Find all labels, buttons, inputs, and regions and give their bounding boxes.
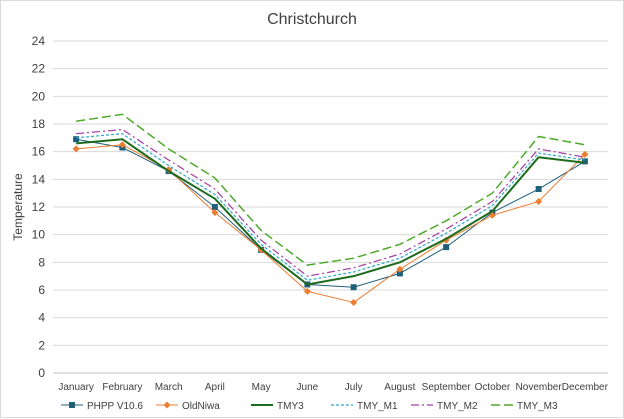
y-tick-label: 12 bbox=[32, 200, 46, 214]
series-group bbox=[72, 113, 589, 306]
data-point bbox=[535, 186, 542, 193]
x-tick-label: October bbox=[475, 382, 511, 393]
legend-label: OldNiwa bbox=[182, 401, 220, 412]
data-point bbox=[396, 265, 404, 273]
legend-label: TMY_M2 bbox=[437, 401, 478, 412]
y-axis-title: Temperature bbox=[11, 173, 25, 241]
series-line bbox=[76, 138, 586, 288]
data-point bbox=[488, 211, 496, 219]
y-tick-label: 8 bbox=[38, 255, 45, 269]
x-tick-label: July bbox=[345, 382, 363, 393]
series-tmy-m1 bbox=[76, 133, 585, 281]
legend: PHPP V10.6 OldNiwa TMY3 TMY_M1 TMY_M2 TMY_M3 bbox=[61, 401, 558, 412]
y-tick-label: 18 bbox=[32, 117, 46, 131]
series-tmy-m2 bbox=[76, 128, 585, 277]
data-point bbox=[73, 136, 80, 143]
x-axis-ticks: January February March April May June July Augu… bbox=[58, 382, 608, 393]
data-point bbox=[211, 204, 218, 210]
legend-label: TMY3 bbox=[277, 401, 304, 412]
legend-label: TMY_M3 bbox=[517, 401, 558, 412]
x-tick-label: August bbox=[384, 382, 415, 393]
x-tick-label: April bbox=[205, 382, 225, 393]
data-point bbox=[257, 246, 265, 254]
series-line bbox=[76, 144, 586, 303]
gridlines bbox=[53, 40, 608, 374]
legend-label: TMY_M1 bbox=[357, 401, 398, 412]
legend-item: PHPP V10.6 bbox=[61, 401, 143, 412]
y-tick-label: 4 bbox=[38, 311, 45, 325]
data-point bbox=[443, 244, 450, 251]
legend-label: PHPP V10.6 bbox=[87, 401, 143, 412]
series-line bbox=[76, 133, 585, 281]
legend-item: TMY3 bbox=[251, 401, 304, 412]
data-point bbox=[118, 141, 126, 149]
y-tick-label: 22 bbox=[32, 62, 46, 76]
legend-marker bbox=[69, 402, 75, 408]
legend-item: OldNiwa bbox=[156, 401, 220, 412]
series-line bbox=[76, 128, 585, 277]
data-point bbox=[350, 298, 358, 306]
y-tick-label: 16 bbox=[32, 145, 46, 159]
series-tmy3 bbox=[76, 138, 585, 286]
data-point bbox=[396, 270, 403, 277]
x-tick-label: March bbox=[155, 382, 183, 393]
y-tick-label: 24 bbox=[32, 34, 46, 48]
data-point bbox=[581, 150, 589, 158]
x-tick-label: September bbox=[422, 382, 472, 393]
data-point bbox=[535, 197, 543, 205]
legend-item: TMY_M1 bbox=[331, 401, 398, 412]
chart-title: Christchurch bbox=[267, 11, 357, 28]
legend-marker bbox=[163, 401, 171, 409]
data-point bbox=[72, 145, 80, 153]
legend-item: TMY_M2 bbox=[411, 401, 478, 412]
series-line bbox=[76, 113, 586, 266]
y-tick-label: 14 bbox=[32, 172, 46, 186]
x-tick-label: February bbox=[102, 382, 142, 393]
x-tick-label: November bbox=[516, 382, 563, 393]
y-tick-label: 10 bbox=[32, 228, 46, 242]
x-tick-label: May bbox=[252, 382, 271, 393]
data-point bbox=[350, 284, 357, 291]
series-line bbox=[76, 138, 585, 286]
data-point bbox=[211, 209, 219, 217]
y-tick-label: 20 bbox=[32, 89, 46, 103]
legend-item: TMY_M3 bbox=[491, 401, 558, 412]
data-point bbox=[581, 158, 588, 165]
y-tick-label: 2 bbox=[38, 338, 45, 352]
y-tick-label: 0 bbox=[38, 366, 45, 380]
x-tick-label: January bbox=[58, 382, 94, 393]
y-tick-label: 6 bbox=[38, 283, 45, 297]
x-tick-label: December bbox=[562, 382, 609, 393]
x-tick-label: June bbox=[297, 382, 319, 393]
series-tmy-m3 bbox=[76, 113, 586, 266]
data-point bbox=[303, 287, 311, 295]
